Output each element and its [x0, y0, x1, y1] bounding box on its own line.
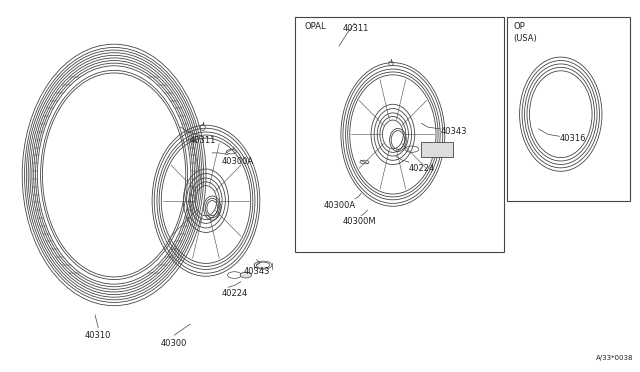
Text: 40224: 40224	[222, 289, 248, 298]
Text: OP: OP	[513, 22, 525, 31]
Text: (USA): (USA)	[513, 34, 537, 43]
Text: 40343: 40343	[244, 267, 271, 276]
Bar	[507, 17, 630, 201]
Text: 40224: 40224	[409, 164, 435, 173]
Text: 40300: 40300	[161, 339, 188, 348]
Text: A/33*0038: A/33*0038	[596, 355, 634, 362]
FancyBboxPatch shape	[421, 142, 453, 157]
Text: 40310: 40310	[85, 331, 111, 340]
Text: 40311: 40311	[190, 136, 216, 145]
Bar	[294, 17, 504, 252]
Text: OPAL: OPAL	[304, 22, 326, 31]
Text: 40300M: 40300M	[342, 217, 376, 226]
Text: 40316: 40316	[559, 134, 586, 144]
Ellipse shape	[240, 272, 252, 278]
Text: 40311: 40311	[342, 24, 369, 33]
Text: 40300A: 40300A	[222, 157, 254, 166]
Text: 40343: 40343	[440, 127, 467, 136]
Text: 40300A: 40300A	[323, 201, 355, 210]
